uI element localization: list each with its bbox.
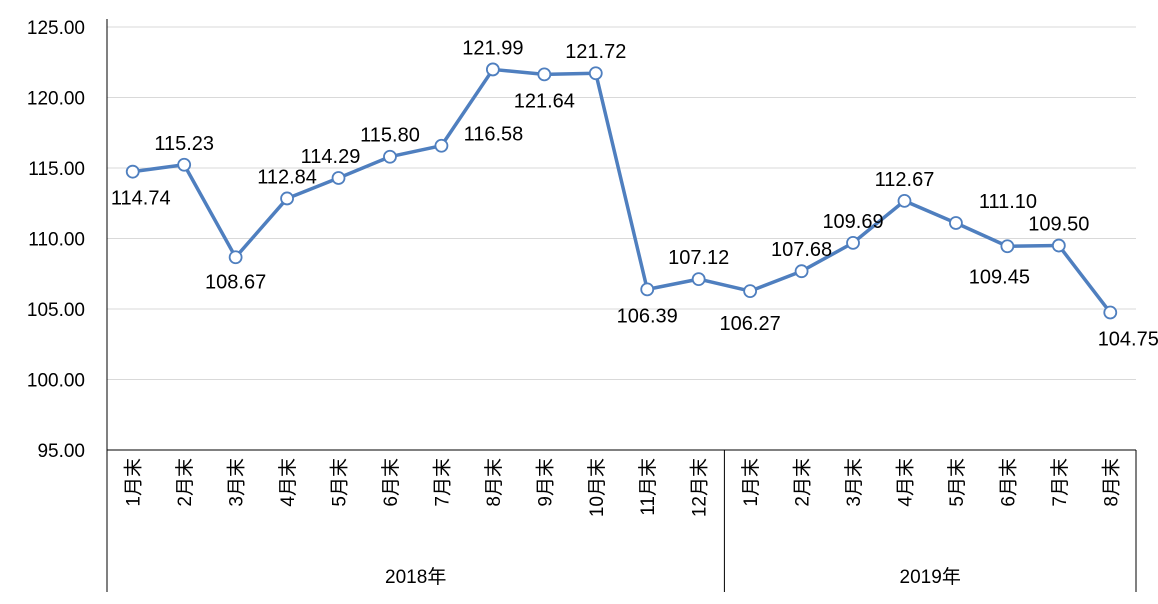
data-point [228,250,243,265]
data-point [794,264,809,279]
x-tick-label: 7月末 [431,458,453,507]
data-point [434,138,449,153]
data-point [125,164,140,179]
x-tick-label: 5月末 [329,458,351,507]
data-label: 116.58 [464,124,524,146]
data-label: 109.45 [969,266,1030,288]
data-label: 121.72 [565,41,626,63]
y-tick-label: 110.00 [28,230,85,251]
data-label: 106.27 [720,313,781,335]
y-tick-label: 125.00 [27,18,85,39]
data-label: 108.67 [205,271,266,293]
y-tick-label: 120.00 [27,89,85,110]
x-tick-label: 10月末 [586,458,608,517]
x-tick-label: 12月末 [689,458,711,517]
data-label: 115.23 [154,133,214,155]
y-tick-label: 100.00 [27,371,85,392]
x-tick-label: 5月末 [946,458,968,507]
data-label: 121.64 [514,90,575,112]
data-label: 107.68 [771,239,832,261]
data-label: 109.50 [1028,214,1089,236]
data-point [485,62,500,77]
data-point [743,284,758,298]
x-tick-label: 4月末 [894,458,916,507]
data-label: 106.39 [617,305,678,327]
group-label: 2018年 [385,566,446,588]
x-tick-label: 2月末 [174,458,196,507]
data-point [1103,305,1118,320]
data-label: 112.67 [875,169,935,191]
data-point [846,235,860,250]
data-label: 112.84 [257,166,317,188]
data-label: 107.12 [668,247,729,269]
data-label: 121.99 [462,37,523,59]
data-point [383,149,397,164]
x-tick-label: 8月末 [1100,458,1122,507]
group-label: 2019年 [900,566,961,588]
data-label: 115.80 [360,125,420,147]
x-tick-label: 11月末 [637,458,659,516]
data-point [537,67,552,82]
y-tick-label: 115.00 [28,159,85,180]
x-tick-label: 3月末 [843,458,865,507]
data-point [897,193,912,208]
data-point [1051,238,1066,253]
x-tick-label: 6月末 [997,458,1019,507]
x-tick-label: 9月末 [534,458,556,507]
x-tick-label: 6月末 [380,458,402,507]
data-point [1000,239,1015,254]
x-tick-label: 1月末 [740,458,762,507]
data-point [177,157,192,172]
y-tick-label: 105.00 [27,300,85,321]
data-label: 114.74 [111,188,171,210]
data-label: 111.10 [979,191,1037,213]
data-point [691,272,706,287]
x-tick-label: 3月末 [226,458,248,507]
data-point [331,171,346,185]
x-tick-label: 4月末 [277,458,299,507]
data-label: 109.69 [822,211,883,233]
x-tick-label: 7月末 [1049,458,1071,507]
x-tick-label: 2月末 [792,458,814,507]
data-point [640,282,655,297]
data-point [588,66,603,81]
data-label: 114.29 [301,146,361,168]
series-line [132,67,1112,314]
y-tick-label: 95.00 [37,441,85,462]
data-label: 104.75 [1098,329,1158,351]
data-point [280,191,294,206]
x-tick-label: 1月末 [123,458,145,507]
x-tick-label: 8月末 [483,458,505,507]
data-point [949,216,963,230]
